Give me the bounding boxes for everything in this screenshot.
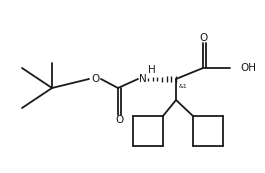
Text: N: N	[139, 74, 147, 84]
Text: H: H	[148, 65, 156, 75]
Text: O: O	[91, 74, 99, 84]
Text: O: O	[115, 115, 123, 125]
Text: OH: OH	[240, 63, 256, 73]
Text: O: O	[200, 33, 208, 43]
Text: &1: &1	[179, 84, 188, 89]
